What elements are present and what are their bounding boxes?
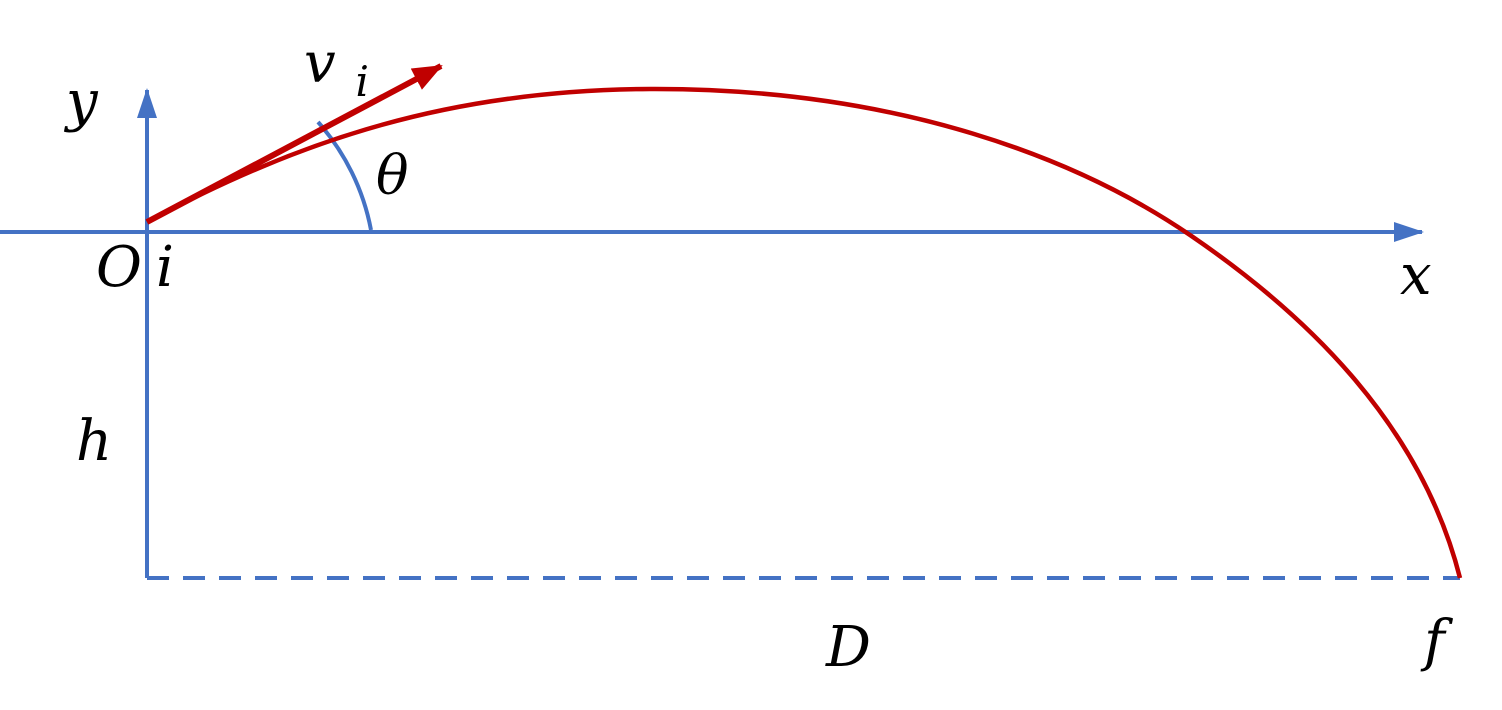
- initial-point-label: i: [156, 235, 174, 300]
- x-axis-label: x: [1400, 243, 1432, 308]
- velocity-vector-arrow: [145, 63, 443, 225]
- velocity-symbol: v: [304, 31, 336, 96]
- height-label: h: [76, 409, 112, 474]
- distance-label: D: [825, 615, 871, 680]
- angle-label: θ: [376, 144, 409, 207]
- y-axis-label: y: [63, 69, 99, 134]
- velocity-label: v i: [304, 31, 369, 106]
- velocity-subscript: i: [355, 57, 368, 106]
- final-point-label: f: [1420, 609, 1454, 674]
- origin-label: O: [96, 235, 142, 300]
- trajectory-curve: [145, 86, 1463, 579]
- angle-arc: [316, 120, 373, 231]
